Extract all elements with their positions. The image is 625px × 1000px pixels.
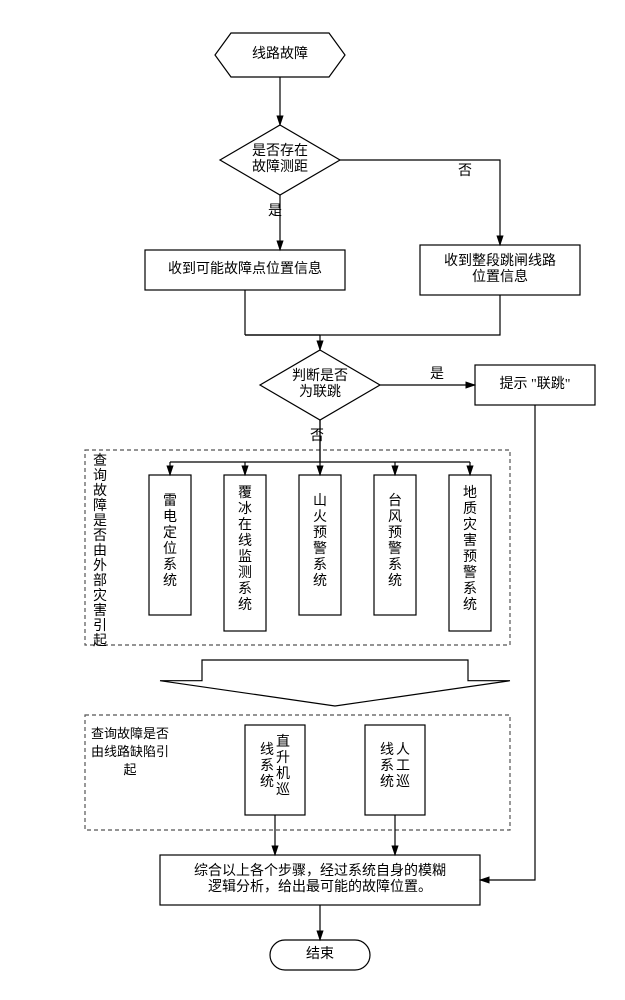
svg-text:系: 系 xyxy=(238,581,252,597)
svg-text:升: 升 xyxy=(276,750,290,766)
svg-text:冰: 冰 xyxy=(238,501,252,517)
svg-text:查: 查 xyxy=(93,453,107,469)
svg-text:引: 引 xyxy=(93,618,107,634)
svg-text:由线路缺陷引: 由线路缺陷引 xyxy=(91,744,169,759)
svg-text:地: 地 xyxy=(463,485,477,501)
svg-text:工: 工 xyxy=(396,759,410,774)
svg-text:线: 线 xyxy=(260,742,274,758)
svg-text:故障测距: 故障测距 xyxy=(252,159,308,175)
svg-text:预: 预 xyxy=(313,525,327,541)
svg-text:警: 警 xyxy=(388,541,402,557)
svg-text:否: 否 xyxy=(93,529,107,544)
svg-text:直: 直 xyxy=(276,733,290,750)
svg-text:外: 外 xyxy=(93,558,107,574)
svg-text:提示 "联跳": 提示 "联跳" xyxy=(500,376,571,392)
svg-text:统: 统 xyxy=(163,573,177,589)
svg-text:否: 否 xyxy=(458,164,472,179)
svg-text:统: 统 xyxy=(313,573,327,589)
svg-text:位置信息: 位置信息 xyxy=(472,268,528,285)
svg-text:线: 线 xyxy=(238,533,252,549)
svg-text:收到整段跳闸线路: 收到整段跳闸线路 xyxy=(444,253,556,269)
svg-text:山: 山 xyxy=(313,493,327,509)
svg-text:收到可能故障点位置信息: 收到可能故障点位置信息 xyxy=(168,260,322,277)
svg-text:火: 火 xyxy=(313,510,327,525)
svg-text:是: 是 xyxy=(430,367,444,382)
svg-text:位: 位 xyxy=(163,541,177,557)
svg-text:线: 线 xyxy=(380,742,394,758)
svg-text:结束: 结束 xyxy=(306,946,334,962)
svg-text:系: 系 xyxy=(380,758,394,774)
svg-text:判断是否: 判断是否 xyxy=(292,368,348,384)
svg-text:预: 预 xyxy=(388,525,402,541)
svg-text:测: 测 xyxy=(238,565,252,581)
svg-text:定: 定 xyxy=(163,525,177,541)
svg-text:统: 统 xyxy=(463,597,477,613)
svg-text:系: 系 xyxy=(260,758,274,774)
svg-text:系: 系 xyxy=(163,557,177,573)
svg-text:询: 询 xyxy=(93,468,107,484)
svg-text:部: 部 xyxy=(93,573,107,589)
svg-text:巡: 巡 xyxy=(276,782,290,798)
svg-text:否: 否 xyxy=(310,429,324,444)
svg-text:统: 统 xyxy=(380,774,394,790)
svg-text:为联跳: 为联跳 xyxy=(299,384,341,400)
svg-text:统: 统 xyxy=(238,597,252,613)
svg-text:灾: 灾 xyxy=(93,587,107,604)
svg-text:电: 电 xyxy=(163,509,177,525)
svg-text:起: 起 xyxy=(123,762,136,777)
svg-text:警: 警 xyxy=(463,565,477,581)
svg-text:统: 统 xyxy=(260,774,274,790)
svg-text:系: 系 xyxy=(388,557,402,573)
svg-text:害: 害 xyxy=(463,533,477,549)
svg-text:台: 台 xyxy=(388,493,402,509)
svg-text:是: 是 xyxy=(93,514,107,529)
svg-text:在: 在 xyxy=(238,517,252,533)
svg-text:综合以上各个步骤，经过系统自身的模糊: 综合以上各个步骤，经过系统自身的模糊 xyxy=(194,863,446,879)
svg-text:风: 风 xyxy=(388,510,402,525)
svg-text:线路故障: 线路故障 xyxy=(252,46,308,62)
svg-text:巡: 巡 xyxy=(396,774,410,790)
svg-text:查询故障是否: 查询故障是否 xyxy=(91,726,169,741)
svg-text:雷: 雷 xyxy=(163,493,177,509)
svg-text:质: 质 xyxy=(463,501,477,517)
svg-text:覆: 覆 xyxy=(238,486,252,501)
svg-text:是否存在: 是否存在 xyxy=(252,143,308,159)
svg-text:人: 人 xyxy=(396,742,410,758)
svg-text:警: 警 xyxy=(313,541,327,557)
svg-text:系: 系 xyxy=(313,557,327,573)
svg-text:灾: 灾 xyxy=(463,516,477,533)
svg-text:系: 系 xyxy=(463,581,477,597)
svg-text:逻辑分析，给出最可能的故障位置。: 逻辑分析，给出最可能的故障位置。 xyxy=(208,879,432,895)
svg-text:预: 预 xyxy=(463,549,477,565)
svg-text:是: 是 xyxy=(268,204,282,219)
svg-text:机: 机 xyxy=(276,766,290,782)
svg-text:故: 故 xyxy=(93,483,107,499)
svg-text:害: 害 xyxy=(93,603,107,619)
svg-text:起: 起 xyxy=(93,633,107,649)
svg-text:由: 由 xyxy=(93,543,107,559)
svg-text:障: 障 xyxy=(93,498,107,514)
svg-text:统: 统 xyxy=(388,573,402,589)
svg-text:监: 监 xyxy=(238,549,252,565)
